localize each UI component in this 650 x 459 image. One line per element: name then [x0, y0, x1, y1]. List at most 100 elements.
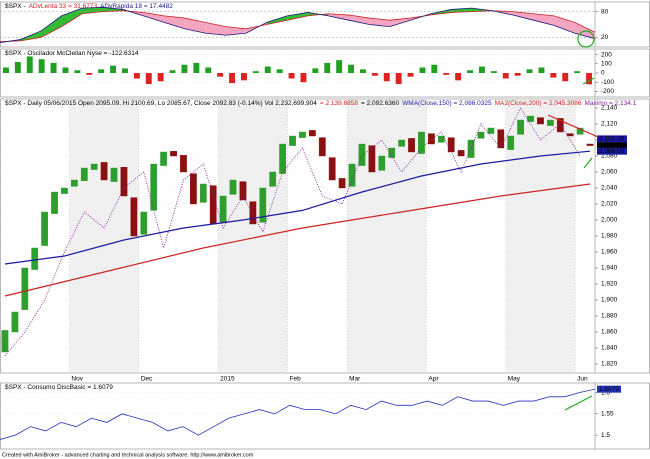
y-tick-label: 1,820: [601, 361, 618, 368]
series-line: [0, 6, 596, 43]
header-part: Maximo = 2,134.1: [585, 100, 637, 107]
candle: [378, 155, 386, 171]
candle: [90, 163, 98, 170]
y-tick-label: 1,920: [601, 281, 618, 288]
y-tick-label: 1,860: [601, 329, 618, 336]
candle: [527, 115, 534, 122]
candle: [358, 143, 366, 166]
candle: [279, 143, 286, 174]
series-line: [0, 388, 596, 440]
y-tick-label: 2,080: [601, 153, 618, 160]
price-label: 2,086.03: [599, 148, 625, 155]
header-part: $SPX -: [5, 3, 26, 10]
candle: [328, 157, 336, 181]
area-up: [41, 15, 62, 38]
candle: [437, 135, 445, 143]
candle: [130, 197, 138, 237]
candle: [239, 181, 247, 201]
candle: [477, 131, 485, 139]
y-tick-label: 1.55: [601, 411, 614, 418]
y-tick-label: 100: [601, 61, 612, 68]
candle: [537, 117, 544, 125]
y-tick-label: 2,060: [601, 169, 618, 176]
price-box: [597, 142, 627, 150]
area-down: [512, 11, 534, 21]
candle: [547, 119, 554, 126]
x-tick-label: 2015: [220, 376, 235, 383]
candle: [180, 154, 187, 173]
candle: [11, 311, 19, 333]
candle: [21, 267, 29, 310]
y-tick-label: 200: [601, 51, 612, 58]
x-tick-label: Apr: [428, 376, 439, 383]
area-down: [389, 18, 411, 27]
area-up: [287, 12, 308, 21]
area-down: [328, 13, 349, 21]
candle: [199, 183, 207, 203]
candle: [110, 167, 118, 182]
header-part: $SPX - Daily 05/06/2015 Open 2095.09, Hi…: [5, 100, 317, 107]
header-part: MA2(Close,200) = 2,045.3086: [495, 100, 582, 107]
candle: [190, 173, 197, 205]
x-tick-label: Mar: [349, 376, 361, 383]
x-tick-label: Nov: [71, 376, 83, 383]
candle: [289, 135, 296, 146]
y-tick-label: -200: [601, 88, 614, 95]
candle: [150, 163, 158, 211]
candle: [457, 150, 465, 157]
area-down: [553, 15, 575, 34]
candle: [219, 195, 227, 223]
candle: [80, 167, 88, 182]
candle: [249, 201, 257, 225]
candle: [209, 185, 217, 225]
header-part: = 2,092.6360: [361, 100, 400, 107]
area-down: [184, 18, 206, 34]
price-box: [597, 147, 627, 155]
y-tick-label: 1,980: [601, 233, 618, 240]
candle: [497, 129, 505, 149]
area-down: [225, 26, 247, 36]
candle: [517, 119, 524, 135]
y-tick-label: 2,140: [601, 105, 618, 112]
candle: [61, 187, 68, 194]
candle: [487, 127, 495, 134]
series-line: [0, 10, 596, 43]
plot-layer: 20 80 $SPX - ADvLenta 33 = 31.6773 ADvRapida…: [0, 1, 650, 450]
area-down: [143, 12, 165, 23]
candle: [368, 145, 376, 173]
x-tick-label: Jun: [577, 376, 588, 383]
x-tick-label: May: [508, 376, 521, 383]
candle: [71, 179, 78, 187]
candle: [51, 191, 58, 214]
candle: [299, 131, 306, 138]
candle: [418, 131, 425, 154]
series-line: [4, 150, 591, 265]
candle: [140, 211, 148, 235]
y-tick-label: 1.5: [601, 432, 610, 439]
area-up: [102, 7, 124, 12]
candle: [1, 330, 9, 353]
pane-header: $SPX - ADvLenta 33 = 31.6773 ADvRapida 18 …: [5, 3, 173, 10]
header-part: $SPX - Consumo DiscBasic = 1.6079: [5, 384, 113, 391]
y-tick-label: 2,040: [601, 185, 618, 192]
y-tick-label: 1,880: [601, 313, 618, 320]
area-down: [164, 15, 185, 29]
footer: Created with AmiBroker - advanced charti…: [2, 452, 254, 458]
candle: [269, 171, 277, 187]
candle: [428, 133, 435, 145]
header-part: = 2,139.6858: [320, 100, 359, 107]
candle: [398, 139, 405, 147]
annotation-line: [583, 157, 593, 169]
trend-line: [547, 114, 599, 138]
area-up: [266, 15, 288, 25]
header-part: ADvRapida 18 = 17.4482: [100, 3, 173, 10]
pane-header: $SPX - Daily 05/06/2015 Open 2095.09, Hi…: [5, 100, 637, 107]
candle: [447, 137, 455, 153]
y-tick-label: 1,900: [601, 297, 618, 304]
candle: [170, 150, 177, 157]
candle: [100, 162, 108, 181]
candle: [259, 187, 267, 223]
annotation-line: [564, 395, 593, 411]
candle: [556, 118, 564, 133]
candle: [507, 135, 515, 150]
